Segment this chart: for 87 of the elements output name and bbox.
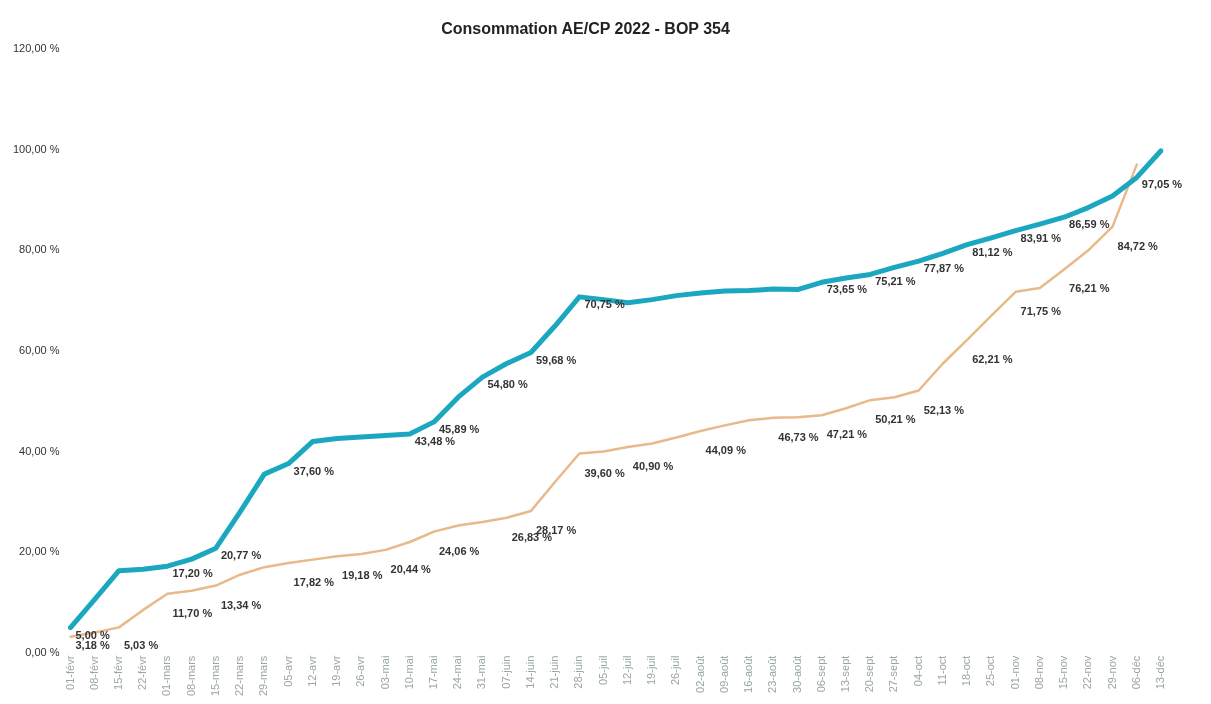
x-tick-label: 23-août (766, 655, 779, 693)
x-tick-label: 12-juil (620, 655, 633, 686)
data-label: 37,60 % (293, 464, 335, 477)
x-tick-label: 29-nov (1105, 655, 1118, 690)
data-label: 40,90 % (632, 460, 674, 473)
data-label: 17,82 % (293, 576, 335, 589)
x-tick-label: 13-déc (1154, 655, 1167, 690)
data-label: 50,21 % (875, 413, 916, 426)
y-tick-label: 0,00 % (25, 645, 60, 658)
x-tick-label: 07-juin (499, 655, 512, 689)
x-tick-label: 09-août (717, 655, 730, 693)
x-tick-label: 04-oct (911, 655, 924, 687)
x-tick-label: 26-avr (354, 655, 367, 687)
data-label: 59,68 % (535, 353, 577, 366)
x-tick-label: 01-févr (63, 655, 76, 690)
y-tick-label: 20,00 % (19, 545, 60, 558)
x-tick-label: 08-mars (184, 655, 197, 696)
x-tick-label: 31-mai (475, 655, 488, 690)
data-label: 39,60 % (584, 466, 625, 479)
data-label: 19,18 % (342, 569, 383, 582)
x-tick-label: 10-mai (402, 655, 415, 690)
y-tick-label: 40,00 % (19, 444, 60, 457)
x-tick-label: 30-août (790, 655, 803, 693)
data-label: 83,91 % (1020, 231, 1062, 244)
data-label: 73,65 % (826, 283, 868, 296)
data-label: 84,72 % (1117, 239, 1159, 252)
x-tick-label: 05-juil (596, 655, 609, 686)
data-label: 43,48 % (414, 435, 456, 448)
x-tick-label: 19-avr (330, 655, 343, 687)
data-label: 76,21 % (1069, 282, 1110, 295)
x-tick-label: 03-mai (378, 655, 391, 690)
x-tick-label: 02-août (693, 655, 706, 693)
data-label: 24,06 % (438, 544, 480, 557)
data-label: 52,13 % (923, 403, 965, 416)
x-tick-label: 22-mars (233, 655, 246, 696)
x-tick-label: 26-juil (669, 655, 682, 686)
x-tick-label: 08-févr (87, 655, 100, 690)
data-label: 44,09 % (705, 443, 747, 456)
data-label: 11,70 % (172, 606, 213, 619)
x-tick-label: 15-nov (1057, 655, 1070, 690)
data-label: 45,89 % (438, 422, 480, 435)
x-tick-label: 05-avr (281, 655, 294, 687)
y-tick-label: 100,00 % (13, 142, 60, 155)
x-tick-label: 21-juin (548, 655, 561, 689)
y-tick-label: 80,00 % (19, 243, 60, 256)
x-tick-label: 28-juin (572, 655, 585, 689)
x-tick-label: 01-mars (160, 655, 173, 696)
x-tick-label: 18-oct (960, 655, 973, 687)
data-label: 86,59 % (1069, 218, 1110, 231)
x-tick-label: 16-août (742, 655, 755, 693)
x-tick-label: 24-mai (451, 655, 464, 690)
data-label: 20,77 % (220, 549, 262, 562)
data-label: 20,44 % (390, 562, 432, 575)
x-tick-label: 01-nov (1008, 655, 1021, 690)
x-tick-label: 12-avr (305, 655, 318, 687)
data-label: 77,87 % (923, 262, 965, 275)
data-label: 13,34 % (220, 598, 262, 611)
x-tick-label: 15-mars (208, 655, 221, 696)
x-tick-label: 06-déc (1129, 655, 1142, 690)
data-label: 62,21 % (972, 352, 1013, 365)
data-label: 97,05 % (1141, 177, 1183, 190)
x-tick-label: 27-sept (887, 655, 900, 693)
data-label: 47,21 % (826, 428, 868, 441)
chart-title: Consommation AE/CP 2022 - BOP 354 (441, 20, 730, 38)
data-label: 71,75 % (1020, 304, 1062, 317)
x-tick-label: 06-sept (814, 655, 827, 693)
x-tick-label: 19-juil (645, 655, 658, 686)
data-label: 54,80 % (487, 378, 529, 391)
data-label: 17,20 % (172, 567, 213, 580)
y-tick-label: 60,00 % (19, 343, 60, 356)
x-tick-label: 08-nov (1032, 655, 1045, 690)
y-tick-label: 120,00 % (13, 42, 60, 55)
data-label: 5,00 % (75, 628, 110, 641)
x-tick-label: 29-mars (257, 655, 270, 696)
x-tick-label: 15-févr (111, 655, 124, 690)
data-label: 81,12 % (972, 245, 1013, 258)
x-tick-label: 17-mai (427, 655, 440, 690)
data-label: 46,73 % (778, 430, 819, 443)
x-tick-label: 22-févr (136, 655, 149, 690)
x-tick-label: 20-sept (863, 655, 876, 693)
data-label: 5,03 % (123, 638, 159, 651)
x-tick-label: 22-nov (1081, 655, 1094, 690)
x-tick-label: 25-oct (984, 655, 997, 687)
x-tick-label: 14-juin (523, 655, 536, 689)
data-label: 75,21 % (875, 275, 916, 288)
x-tick-label: 13-sept (838, 655, 851, 693)
x-tick-label: 11-oct (935, 655, 948, 686)
